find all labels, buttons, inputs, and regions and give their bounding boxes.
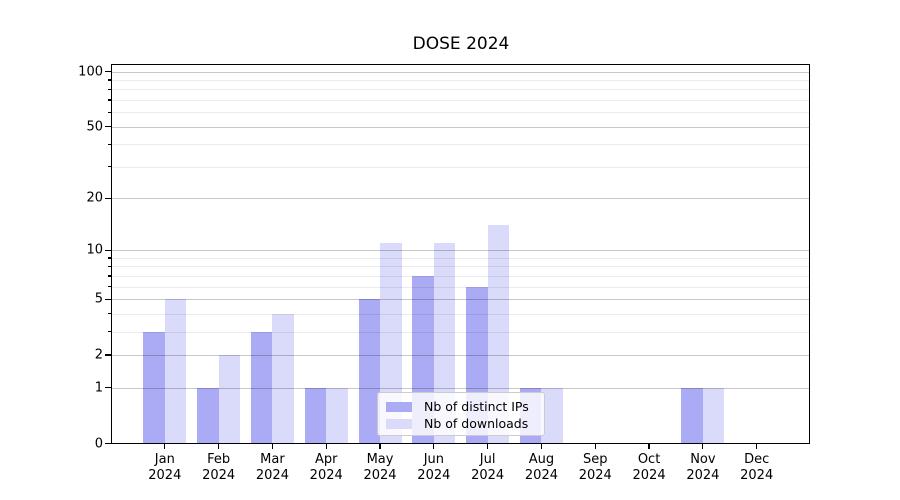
- legend: Nb of distinct IPs Nb of downloads: [377, 392, 545, 436]
- legend-item-nb-of-downloads: Nb of downloads: [386, 415, 544, 432]
- x-tick: [648, 444, 650, 449]
- x-tick: [702, 444, 704, 449]
- y-tick-minor: [108, 79, 111, 81]
- x-tick-label: Dec 2024: [740, 452, 774, 483]
- y-tick-minor: [108, 286, 111, 288]
- x-tick-label: May 2024: [363, 452, 397, 483]
- y-tick: [105, 126, 111, 128]
- y-tick-label: 20: [86, 190, 103, 206]
- x-tick: [271, 444, 273, 449]
- gridline-minor: [112, 112, 810, 114]
- legend-swatch-nb-of-downloads: [386, 418, 412, 429]
- y-tick: [105, 197, 111, 199]
- y-tick: [105, 354, 111, 356]
- bar-nb-of-distinct-ips: [250, 331, 273, 444]
- y-tick-minor: [108, 257, 111, 259]
- gridline-minor: [112, 286, 810, 288]
- y-tick: [105, 249, 111, 251]
- gridline-minor: [112, 144, 810, 146]
- gridline-minor: [112, 313, 810, 315]
- y-tick-minor: [108, 265, 111, 268]
- gridline-minor: [112, 100, 810, 101]
- x-tick: [218, 444, 220, 449]
- bar-nb-of-downloads: [326, 387, 348, 444]
- bar-nb-of-distinct-ips: [197, 387, 219, 444]
- bar-nb-of-downloads: [487, 225, 510, 444]
- gridline-major: [112, 250, 810, 252]
- x-tick: [379, 444, 381, 449]
- y-tick-label: 2: [94, 347, 103, 363]
- legend-label: Nb of distinct IPs: [424, 399, 529, 414]
- y-tick-label: 0: [94, 436, 103, 451]
- bar-nb-of-distinct-ips: [358, 299, 381, 444]
- gridline-major: [112, 299, 810, 301]
- y-tick-minor: [108, 166, 111, 168]
- x-tick: [540, 444, 543, 449]
- x-tick-label: Oct 2024: [632, 452, 666, 483]
- gridline-major: [112, 354, 810, 356]
- x-tick-label: Jul 2024: [471, 452, 505, 483]
- legend-item-nb-of-distinct-ips: Nb of distinct IPs: [386, 398, 544, 415]
- gridline-minor: [112, 266, 810, 268]
- bar-nb-of-downloads: [164, 299, 187, 444]
- gridline-major: [112, 71, 810, 73]
- gridline-minor: [112, 89, 810, 91]
- bar-nb-of-distinct-ips: [681, 387, 703, 444]
- x-tick-label: Apr 2024: [309, 452, 343, 483]
- x-tick: [164, 444, 166, 449]
- x-tick-label: Feb 2024: [202, 452, 236, 483]
- y-tick-minor: [108, 111, 111, 113]
- gridline-major: [112, 198, 810, 200]
- y-tick: [105, 387, 111, 389]
- x-tick-label: Jan 2024: [148, 452, 182, 483]
- y-tick-minor: [108, 331, 111, 333]
- y-tick-minor: [108, 99, 111, 101]
- plot-frame: [110, 63, 810, 444]
- x-tick-label: Jun 2024: [417, 452, 451, 483]
- gridline-minor: [112, 275, 810, 277]
- y-tick-label: 5: [94, 291, 103, 307]
- bar-nb-of-downloads: [702, 387, 725, 444]
- y-tick: [105, 442, 111, 445]
- legend-swatch-nb-of-distinct-ips: [386, 401, 412, 412]
- gridline-major: [112, 126, 810, 128]
- bar-nb-of-distinct-ips: [304, 387, 327, 444]
- bar-nb-of-downloads: [541, 387, 563, 444]
- gridline-minor: [112, 166, 810, 168]
- chart-title: DOSE 2024: [412, 34, 510, 54]
- gridline-minor: [112, 80, 810, 81]
- y-tick-label: 50: [86, 119, 103, 135]
- x-tick-label: Mar 2024: [255, 452, 289, 483]
- y-tick-minor: [108, 275, 111, 277]
- x-tick-label: Sep 2024: [578, 452, 612, 483]
- x-tick: [756, 444, 758, 449]
- y-tick: [105, 71, 111, 73]
- x-tick: [487, 444, 489, 449]
- x-tick: [594, 444, 596, 449]
- y-tick-minor: [108, 88, 111, 90]
- y-tick: [105, 298, 111, 300]
- y-tick-label: 100: [78, 64, 103, 80]
- legend-label: Nb of downloads: [424, 416, 529, 431]
- bar-nb-of-distinct-ips: [143, 331, 165, 444]
- y-tick-label: 10: [86, 242, 103, 258]
- gridline-minor: [112, 331, 810, 333]
- x-tick: [433, 444, 435, 449]
- y-tick-minor: [108, 313, 111, 315]
- x-tick-label: Nov 2024: [686, 452, 720, 483]
- bar-nb-of-downloads: [218, 354, 241, 444]
- y-tick-minor: [108, 143, 111, 145]
- x-tick-label: Aug 2024: [524, 452, 558, 483]
- gridline-minor: [112, 257, 810, 259]
- bar-nb-of-downloads: [272, 313, 294, 444]
- x-tick: [325, 444, 327, 449]
- y-tick-label: 1: [94, 380, 103, 396]
